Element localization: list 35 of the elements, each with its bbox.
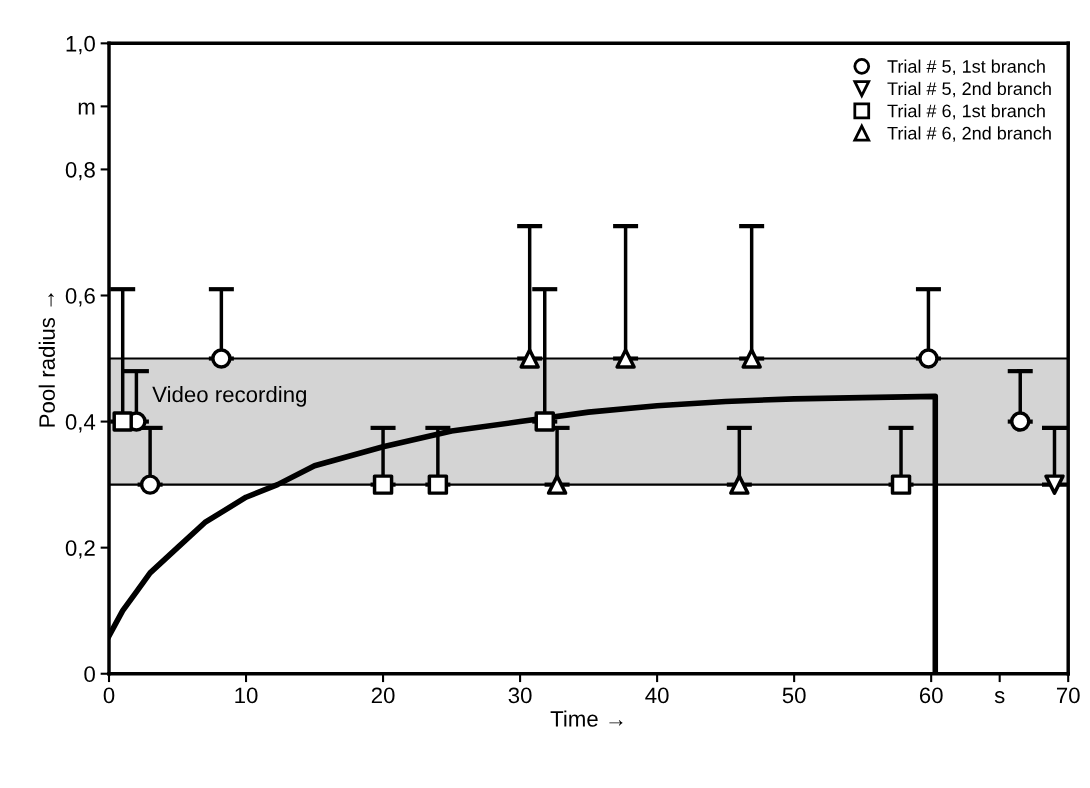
legend-label: Trial # 6, 2nd branch — [887, 126, 1051, 142]
x-tick-label: 10 — [235, 687, 258, 704]
point — [741, 348, 762, 369]
point — [139, 474, 161, 495]
x-tick-label: 50 — [782, 687, 806, 704]
point — [534, 411, 555, 432]
y-tick-label: 0,4 — [65, 414, 96, 433]
x-axis-title: Time → — [550, 710, 623, 727]
point — [427, 474, 449, 495]
x-tick-label: 40 — [645, 687, 669, 704]
y-tick-label: 0,8 — [65, 161, 95, 181]
legend-label: Trial # 5, 1st branch — [887, 59, 1045, 75]
x-tick-label: 70 — [1056, 687, 1080, 704]
point — [890, 474, 912, 495]
y-axis-title: Pool radius → — [38, 293, 55, 427]
point — [918, 348, 939, 369]
x-tick-label: s — [994, 691, 1005, 704]
y-tick-label: 0,6 — [65, 288, 95, 307]
y-tick-label: m — [78, 102, 95, 115]
point — [1010, 411, 1031, 432]
legend-label: Trial # 6, 1st branch — [887, 104, 1045, 120]
y-tick-label: 0 — [84, 666, 95, 683]
y-tick-label: 0,2 — [65, 540, 95, 559]
point — [615, 348, 636, 369]
point — [1044, 474, 1065, 495]
point — [211, 348, 232, 369]
point — [519, 348, 540, 369]
x-tick-label: 0 — [103, 687, 115, 704]
point — [372, 474, 394, 495]
legend-label: Trial # 5, 2nd branch — [887, 81, 1051, 98]
x-tick-label: 60 — [919, 687, 943, 704]
band-label: Video recording — [152, 386, 306, 407]
y-tick-label: 1,0 — [66, 35, 95, 55]
x-tick-label: 20 — [371, 687, 395, 704]
x-tick-label: 30 — [508, 687, 532, 704]
